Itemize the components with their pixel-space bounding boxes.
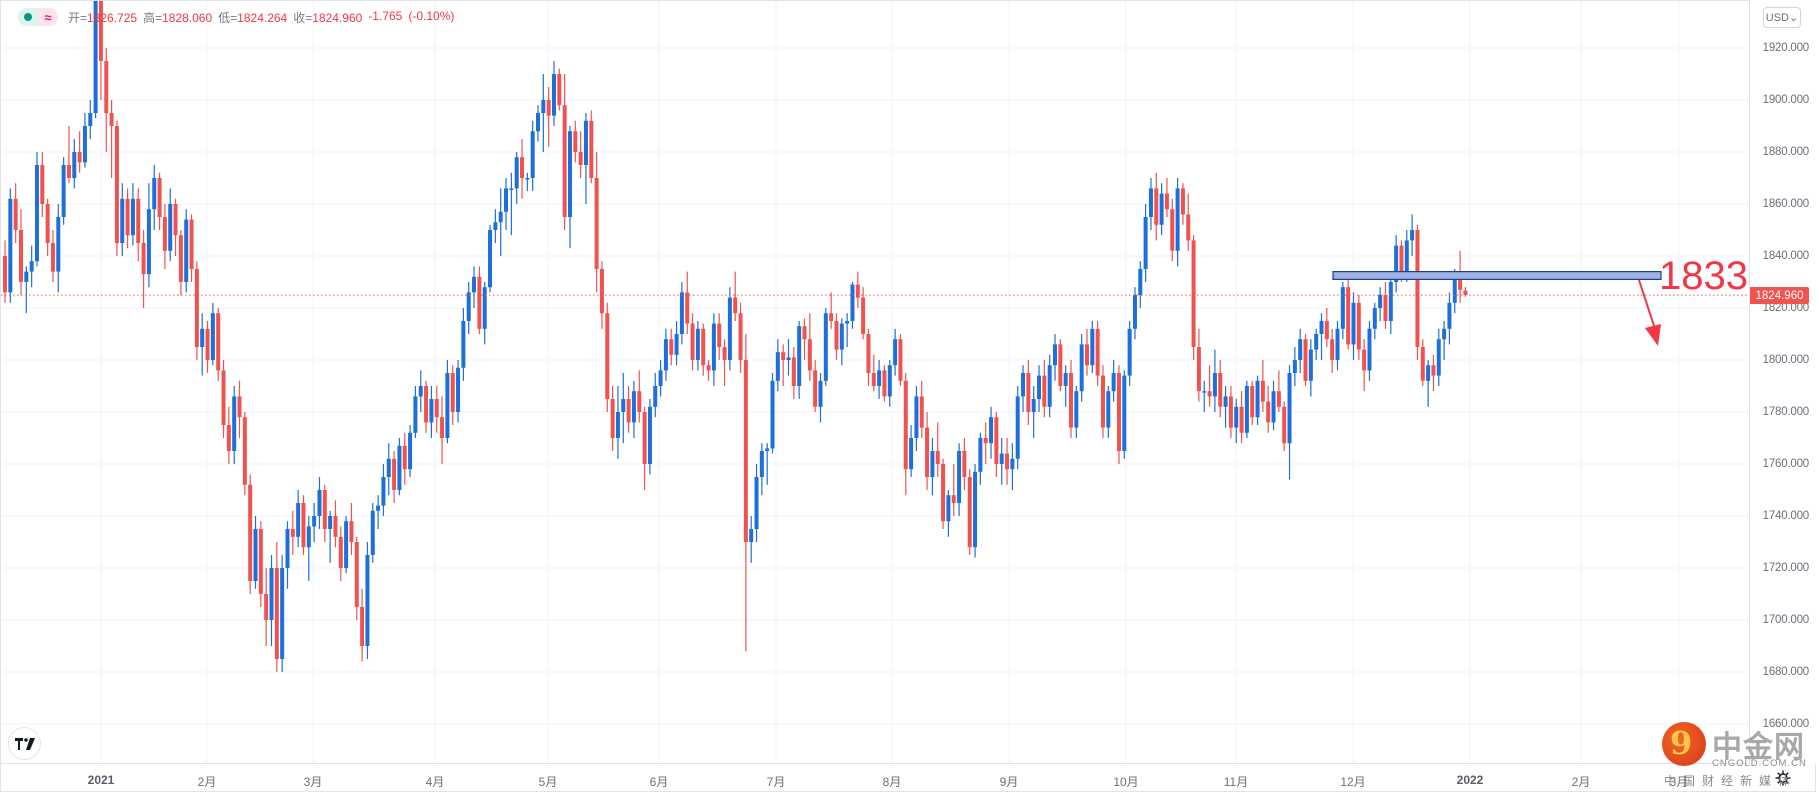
price-tick-label: 1820.000 — [1762, 302, 1810, 314]
close-value: 1824.960 — [312, 10, 363, 25]
price-tick-label: 1860.000 — [1762, 198, 1810, 210]
change-percent: (-0.10%) — [408, 8, 455, 23]
last-price-tag: 1824.960 — [1750, 287, 1809, 304]
time-tick-label: 11月 — [1223, 775, 1249, 789]
price-tick-label: 1720.000 — [1762, 562, 1810, 574]
change-value: -1.765 — [368, 8, 403, 23]
candlestick-chart — [1, 1, 1749, 763]
high-label: 高= — [143, 10, 163, 25]
time-tick-label: 2月 — [197, 775, 217, 789]
price-tick-label: 1780.000 — [1762, 406, 1810, 418]
time-tick-label: 3月 — [303, 775, 323, 789]
time-tick-label: 5月 — [538, 775, 558, 789]
open-label: 开= — [68, 10, 88, 25]
time-tick-label: 3月 — [1669, 775, 1689, 789]
time-tick-label: 10月 — [1113, 775, 1139, 789]
open-value: 1826.725 — [87, 10, 138, 25]
time-tick-label: 9月 — [999, 775, 1019, 789]
price-tick-label: 1800.000 — [1762, 354, 1810, 366]
time-tick-label: 7月 — [766, 775, 786, 789]
market-status-dot-icon[interactable] — [18, 8, 38, 26]
time-axis[interactable]: 2021 2月 3月 4月 5月 6月 7月 8月 9月 10月 11月 12月 2022 2月 3月 — [0, 763, 1749, 793]
low-value: 1824.264 — [237, 10, 288, 25]
approx-icon[interactable]: ≈ — [38, 8, 58, 26]
chart-plot-area[interactable] — [1, 1, 1749, 763]
price-tick-label: 1920.000 — [1762, 42, 1810, 54]
price-tick-label: 1840.000 — [1762, 250, 1810, 262]
currency-selector-button[interactable]: USD⌄ — [1763, 7, 1801, 28]
price-tick-label: 1900.000 — [1762, 94, 1810, 106]
indicator-toggle[interactable]: ≈ — [18, 8, 58, 26]
price-axis[interactable]: 1920.000 1900.000 1880.000 1860.000 1840.000… — [1749, 0, 1818, 764]
tradingview-logo-icon[interactable] — [8, 727, 41, 760]
price-tick-label: 1880.000 — [1762, 146, 1810, 158]
time-tick-label: 6月 — [649, 775, 669, 789]
ohlc-legend: ≈ 开=1826.725 高=1828.060 低=1824.264 收=182… — [18, 8, 454, 26]
time-tick-label: 12月 — [1340, 775, 1366, 789]
high-value: 1828.060 — [162, 10, 213, 25]
time-tick-label: 2022 — [1456, 773, 1484, 787]
price-annotation-1833[interactable]: 1833 — [1659, 254, 1748, 298]
time-tick-label: 2021 — [87, 773, 115, 787]
close-label: 收= — [293, 10, 313, 25]
settings-gear-icon[interactable] — [1775, 770, 1791, 786]
time-tick-label: 8月 — [882, 775, 902, 789]
ohlc-values: 开=1826.725 高=1828.060 低=1824.264 收=1824.… — [68, 9, 454, 26]
price-tick-label: 1760.000 — [1762, 458, 1810, 470]
low-label: 低= — [218, 10, 238, 25]
price-tick-label: 1680.000 — [1762, 666, 1810, 678]
price-tick-label: 1700.000 — [1762, 614, 1810, 626]
time-tick-label: 2月 — [1571, 775, 1591, 789]
price-tick-label: 1740.000 — [1762, 510, 1810, 522]
time-tick-label: 4月 — [425, 775, 445, 789]
price-tick-label: 1660.000 — [1762, 718, 1810, 730]
